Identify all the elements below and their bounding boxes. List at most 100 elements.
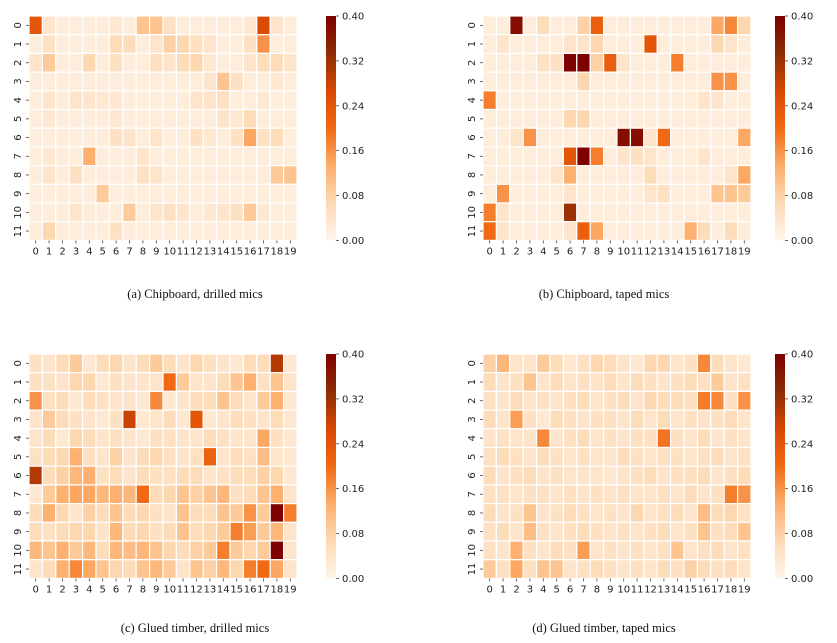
heatmap-cell [41, 446, 57, 467]
heatmap-cell [68, 127, 84, 148]
heatmap-cell [683, 165, 698, 185]
heatmap-cell [723, 540, 739, 561]
heatmap-cell [696, 503, 712, 523]
heatmap-cell [68, 484, 84, 505]
heatmap-cell [629, 71, 645, 92]
colorbar [775, 354, 785, 579]
heatmap-cell [683, 372, 698, 393]
heatmap-cell [229, 165, 244, 185]
heatmap-cell [55, 90, 70, 111]
y-tick-label: 8 [13, 510, 24, 516]
heatmap-cell [535, 446, 551, 467]
heatmap-cell [710, 521, 725, 542]
heatmap-cell [202, 15, 218, 36]
heatmap-cell [216, 465, 231, 486]
heatmap-cell [696, 390, 712, 411]
x-tick-label: 12 [644, 584, 657, 595]
heatmap-cell [522, 409, 538, 430]
heatmap-cell [562, 409, 578, 430]
x-tick-label: 9 [607, 246, 613, 257]
heatmap-cell [242, 390, 258, 411]
heatmap-cell [55, 221, 70, 241]
x-tick-label: 16 [698, 246, 711, 257]
heatmap-cell [669, 540, 685, 561]
heatmap-cell [162, 183, 177, 204]
heatmap-cell [616, 108, 631, 129]
heatmap-cell [629, 165, 645, 185]
heatmap-cell [68, 409, 84, 430]
x-tick-label: 7 [580, 584, 586, 595]
heatmap-cell [202, 503, 218, 523]
y-tick-label: 7 [13, 491, 24, 497]
heatmap-cell [162, 428, 177, 449]
heatmap-cell [269, 446, 285, 467]
caption-b: (b) Chipboard, taped mics [538, 287, 670, 301]
y-tick-label: 4 [467, 97, 478, 103]
heatmap-cell [55, 15, 70, 36]
heatmap-cell [535, 559, 551, 580]
heatmap-cell [81, 503, 97, 523]
heatmap-cell [242, 559, 258, 580]
heatmap-cell [189, 52, 204, 73]
heatmap-cell [616, 202, 631, 223]
heatmap-cell [269, 390, 285, 411]
heatmap-cell [656, 15, 672, 36]
heatmap-cell [736, 353, 752, 374]
heatmap-cell [283, 409, 298, 430]
heatmap-cell [95, 108, 110, 129]
heatmap-cell [68, 202, 84, 223]
heatmap-cell [162, 540, 177, 561]
heatmap-cell [269, 90, 285, 111]
heatmap-cell [589, 34, 605, 55]
heatmap-cell [283, 446, 298, 467]
heatmap-cell [256, 127, 271, 148]
heatmap-cell [81, 465, 97, 486]
heatmap-cell [629, 146, 645, 167]
heatmap-cell [242, 90, 258, 111]
x-tick-label: 0 [33, 584, 39, 595]
heatmap-cell [535, 390, 551, 411]
heatmap-cell [683, 90, 698, 111]
heatmap-cell [683, 34, 698, 55]
heatmap-cell [28, 428, 43, 449]
heatmap-cell [736, 15, 752, 36]
heatmap-cell [656, 540, 672, 561]
heatmap-cell [549, 202, 564, 223]
heatmap-cell [549, 146, 564, 167]
heatmap-cell [283, 465, 298, 486]
heatmap-cell [576, 34, 591, 55]
heatmap-cell [81, 127, 97, 148]
heatmap-cell [162, 90, 177, 111]
heatmap-cell [482, 108, 497, 129]
heatmap-cell [643, 71, 658, 92]
heatmap-cell [495, 559, 511, 580]
heatmap-cell [683, 409, 698, 430]
heatmap-cell [68, 540, 84, 561]
heatmap-cell [495, 202, 511, 223]
y-tick-label: 5 [13, 116, 24, 122]
heatmap-cell [710, 15, 725, 36]
heatmap-cell [28, 559, 43, 580]
heatmap-cell [135, 34, 151, 55]
heatmap-cell [242, 409, 258, 430]
heatmap-cell [283, 183, 298, 204]
heatmap-cell [562, 484, 578, 505]
y-tick-label: 10 [467, 544, 478, 557]
heatmap-cell [656, 108, 672, 129]
heatmap-cell [482, 390, 497, 411]
heatmap-cell [283, 390, 298, 411]
heatmap-cell [95, 165, 110, 185]
heatmap-cell [135, 428, 151, 449]
heatmap-cell [629, 409, 645, 430]
heatmap-cell [562, 353, 578, 374]
heatmap-cell [669, 428, 685, 449]
heatmap-cell [202, 221, 218, 241]
heatmap-cell [535, 353, 551, 374]
heatmap-cell [269, 372, 285, 393]
x-tick-label: 13 [658, 246, 671, 257]
heatmap-cell [122, 559, 137, 580]
heatmap-cell [710, 372, 725, 393]
heatmap-cell [81, 34, 97, 55]
heatmap-cell [710, 465, 725, 486]
heatmap-cell [149, 183, 164, 204]
